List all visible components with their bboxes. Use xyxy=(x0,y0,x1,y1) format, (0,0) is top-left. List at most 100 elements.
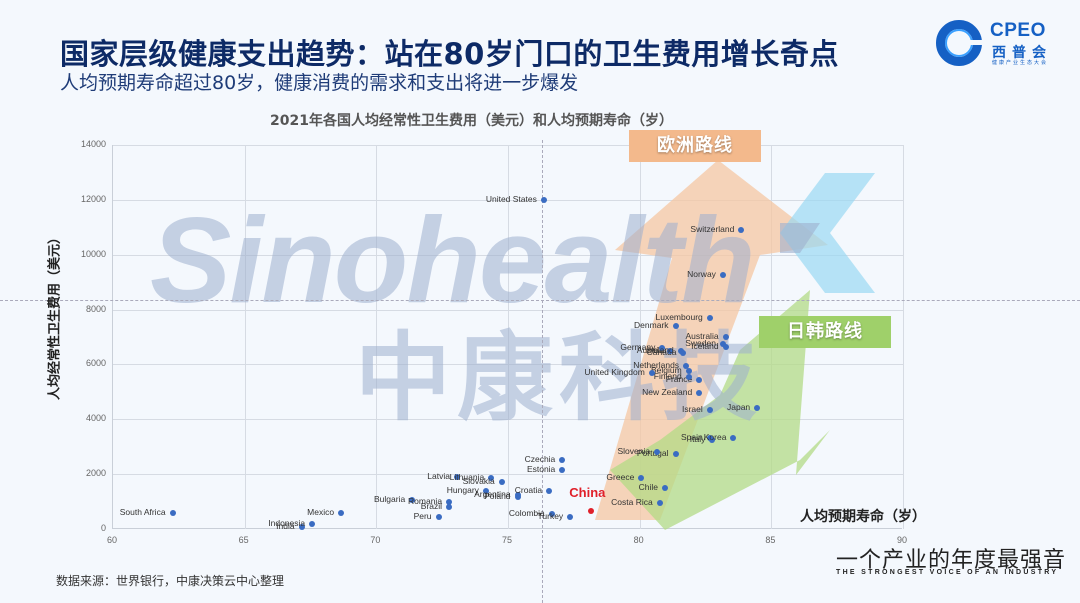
data-point xyxy=(409,497,416,504)
data-point xyxy=(338,509,345,516)
data-point-label: Israel xyxy=(681,403,703,414)
data-point-label: Latvia xyxy=(427,470,450,481)
x-tick-label: 80 xyxy=(633,535,644,545)
y-tick-label: 10000 xyxy=(80,248,106,259)
watermark-sinohealth: Sinohealth xyxy=(150,192,756,328)
data-point xyxy=(559,467,566,474)
data-point xyxy=(696,376,703,383)
data-point-label: South Africa xyxy=(119,506,166,517)
data-point-label: Germany xyxy=(620,341,656,352)
data-point-label: Chile xyxy=(638,481,658,492)
slogan-en: THE STRONGEST VOICE OF AN INDUSTRY xyxy=(836,569,1059,576)
y-tick-label: 12000 xyxy=(80,193,106,204)
data-point xyxy=(696,390,703,397)
data-point xyxy=(559,457,566,464)
x-tick-label: 75 xyxy=(501,535,512,545)
data-point xyxy=(498,479,505,486)
data-point-label: Romania xyxy=(408,495,443,506)
y-tick-label: 0 xyxy=(100,523,106,533)
page-subtitle: 人均预期寿命超过80岁，健康消费的需求和支出将进一步爆发 xyxy=(60,72,579,94)
data-point-label: Canada xyxy=(646,347,677,358)
y-tick-label: 6000 xyxy=(85,358,106,369)
chevron-logo-icon xyxy=(780,173,875,293)
data-point-label: United States xyxy=(485,193,537,204)
data-point-label: Colombia xyxy=(508,507,545,518)
data-point-label: Slovenia xyxy=(617,446,651,457)
data-point-label: Turkey xyxy=(537,510,564,521)
data-point-label: Poland xyxy=(484,491,511,502)
data-point xyxy=(446,504,453,511)
data-point-label: Netherlands xyxy=(633,359,680,370)
data-point-label: Argentina xyxy=(474,488,511,499)
data-point xyxy=(446,498,453,505)
data-source-note: 数据来源：世界银行，中康决策云中心整理 xyxy=(56,574,285,588)
data-point xyxy=(667,347,674,354)
data-point-label: Indonesia xyxy=(268,518,306,529)
data-point xyxy=(548,510,555,517)
data-point xyxy=(567,513,574,520)
logo-text-en: CPEO xyxy=(990,20,1046,41)
data-point-label: Mexico xyxy=(307,506,335,517)
data-point xyxy=(722,343,729,350)
data-point-label: France xyxy=(665,373,693,384)
data-point-label: Iceland xyxy=(691,340,719,351)
gridline-x xyxy=(639,145,641,529)
data-point-label: Slovakia xyxy=(462,476,495,487)
gridline-x xyxy=(376,145,378,529)
data-point-label: Greece xyxy=(606,472,635,483)
y-tick-label: 14000 xyxy=(80,139,106,149)
data-point xyxy=(662,484,668,491)
data-point-label: Brazil xyxy=(420,501,443,512)
data-point xyxy=(672,450,679,457)
data-point xyxy=(654,449,661,456)
japan-korea-route-label: 日韩路线 xyxy=(759,316,891,348)
data-point xyxy=(672,323,679,330)
gridline-x xyxy=(244,145,246,529)
data-point xyxy=(706,406,713,413)
y-tick-label: 2000 xyxy=(85,468,106,479)
data-point xyxy=(309,521,316,528)
y-tick-label: 8000 xyxy=(85,303,106,314)
data-point-label: Sweden xyxy=(685,337,716,348)
data-point xyxy=(514,491,521,498)
data-point-label: Czechia xyxy=(524,454,556,465)
data-point xyxy=(638,475,645,482)
x-tick-label: 60 xyxy=(106,535,117,545)
data-point-label: Italy xyxy=(689,433,706,444)
logo-tagline: 健康产业生态大会 xyxy=(992,60,1049,66)
data-point xyxy=(680,350,687,357)
gridline-x xyxy=(508,145,509,529)
data-point-label: Spain xyxy=(681,432,703,443)
data-point xyxy=(588,507,595,514)
page-title: 国家层级健康支出趋势：站在80岁门口的卫生费用增长奇点 xyxy=(60,37,839,71)
y-tick-label: 4000 xyxy=(85,413,106,424)
data-point-label: Australia xyxy=(685,331,719,341)
data-point-label: Costa Rica xyxy=(611,496,653,507)
data-point-label: New Zealand xyxy=(642,387,693,398)
data-point xyxy=(659,344,666,351)
y-axis-label: 人均经常性卫生费用（美元） xyxy=(47,231,63,401)
data-point-label: Norway xyxy=(687,269,716,280)
data-point-label: Denmark xyxy=(634,320,669,331)
data-point-label: India xyxy=(276,520,295,531)
data-point xyxy=(706,314,713,321)
data-point xyxy=(685,368,692,375)
chart-title: 2021年各国人均经常性卫生费用（美元）和人均预期寿命（岁） xyxy=(270,113,673,129)
data-point xyxy=(722,334,729,340)
logo-text-cn: 西普会 xyxy=(992,45,1052,61)
data-point xyxy=(754,405,761,412)
data-point xyxy=(488,475,495,482)
data-point-label: Switzerland xyxy=(690,224,735,235)
data-point-label: China xyxy=(569,484,606,500)
data-point xyxy=(435,513,442,520)
data-point-label: Estonia xyxy=(526,464,556,475)
data-point xyxy=(648,369,655,376)
data-point xyxy=(738,227,745,234)
data-point-label: Bulgaria xyxy=(374,494,406,505)
data-point xyxy=(482,487,489,494)
data-point-label: Luxembourg xyxy=(655,311,703,322)
x-tick-label: 70 xyxy=(370,535,381,545)
data-point xyxy=(709,436,716,443)
data-point-label: Finland xyxy=(653,370,682,381)
